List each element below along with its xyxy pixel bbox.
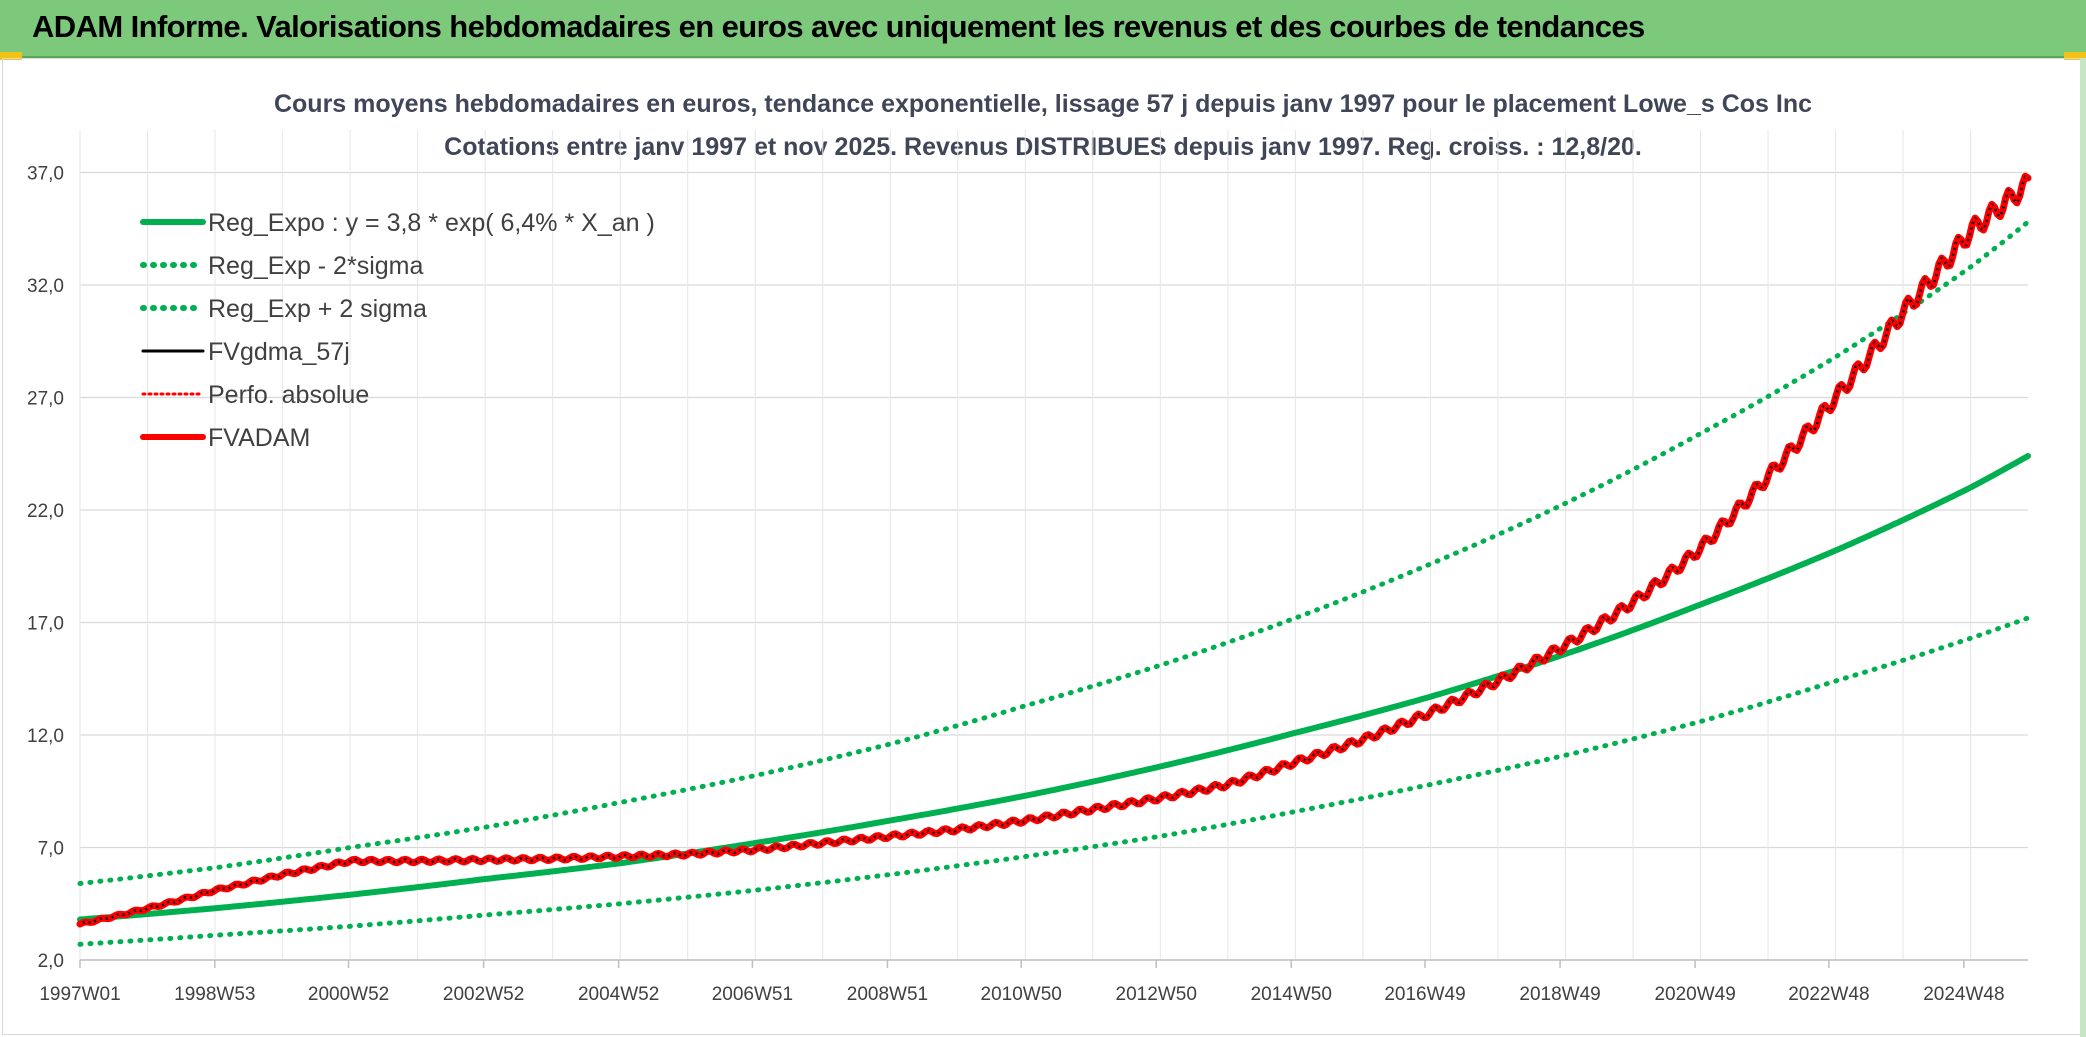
corner-accent-left [0, 52, 22, 60]
x-tick-label: 2018W49 [1519, 984, 1600, 1005]
chart-title: Cours moyens hebdomadaires en euros, ten… [274, 90, 1812, 118]
legend-label: Reg_Exp - 2*sigma [208, 252, 423, 280]
series-line-3 [78, 175, 2030, 926]
y-axis: 2,0 7,0 12,0 17,0 22,0 27,0 32,0 37,0 [27, 164, 64, 973]
y-tick-label: 27,0 [27, 389, 64, 410]
y-tick-label: 2,0 [38, 951, 64, 972]
grid [79, 130, 2028, 961]
legend: Reg_Expo : y = 3,8 * exp( 6,4% * X_an ) R… [140, 209, 655, 452]
x-tick-label: 2008W51 [847, 984, 928, 1005]
x-tick-label: 2020W49 [1654, 984, 1735, 1005]
series-line-5 [76, 172, 2032, 928]
x-tick-label: 2000W52 [308, 984, 389, 1005]
y-tick-label: 12,0 [27, 726, 64, 747]
x-tick-label: 2010W50 [981, 984, 1062, 1005]
x-axis: 1997W01 1998W53 2000W52 2002W52 2004W52 2006W… [39, 960, 2005, 1005]
legend-label: Reg_Expo : y = 3,8 * exp( 6,4% * X_an ) [208, 209, 655, 237]
y-tick-label: 17,0 [27, 614, 64, 635]
legend-label: FVgdma_57j [208, 338, 350, 366]
chart-subtitle: Cotations entre janv 1997 et nov 2025. R… [444, 133, 1642, 161]
legend-label: FVADAM [208, 424, 310, 452]
x-tick-label: 2006W51 [712, 984, 793, 1005]
scrollbar-edge[interactable] [2080, 58, 2086, 1037]
x-tick-label: 2012W50 [1116, 984, 1197, 1005]
series-line-4 [78, 175, 2030, 926]
x-tick-label: 2002W52 [443, 984, 524, 1005]
legend-label: Reg_Exp + 2 sigma [208, 295, 427, 323]
y-tick-label: 37,0 [27, 164, 64, 185]
x-tick-label: 2024W48 [1923, 984, 2004, 1005]
y-tick-label: 7,0 [38, 839, 64, 860]
legend-label: Perfo. absolue [208, 381, 369, 409]
x-tick-label: 2016W49 [1384, 984, 1465, 1005]
y-tick-label: 32,0 [27, 276, 64, 297]
x-tick-label: 2014W50 [1251, 984, 1332, 1005]
series-line-2 [77, 219, 2031, 886]
x-tick-label: 1998W53 [174, 984, 255, 1005]
series-line-1 [77, 615, 2031, 947]
header-banner: ADAM Informe. Valorisations hebdomadaire… [0, 0, 2086, 58]
page-title: ADAM Informe. Valorisations hebdomadaire… [32, 9, 1645, 44]
x-tick-label: 2022W48 [1788, 984, 1869, 1005]
series-line-0 [77, 453, 2031, 923]
x-tick-label: 2004W52 [578, 984, 659, 1005]
y-tick-label: 22,0 [27, 501, 64, 522]
x-tick-label: 1997W01 [39, 984, 120, 1005]
corner-accent-right [2064, 52, 2086, 60]
series-lines [76, 172, 2032, 947]
